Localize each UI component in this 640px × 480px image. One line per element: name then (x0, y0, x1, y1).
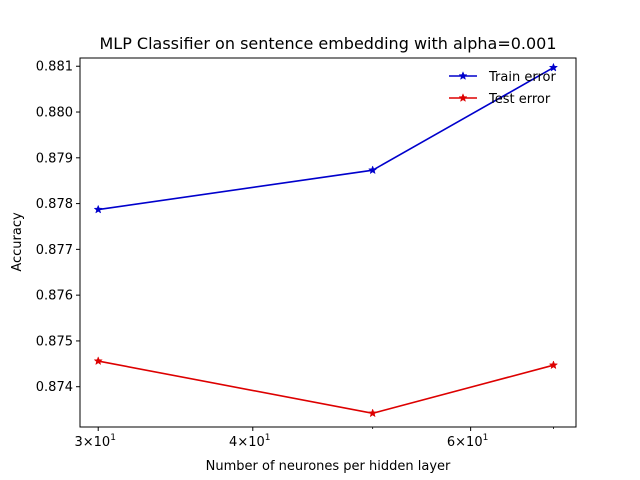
y-tick-label: 0.874 (36, 380, 73, 395)
y-tick-label: 0.877 (36, 243, 73, 258)
x-tick-label: 3×101 (74, 433, 115, 450)
data-point-star (368, 165, 378, 175)
y-tick-label: 0.876 (36, 289, 73, 304)
y-tick-label: 0.880 (36, 106, 73, 121)
series-test-error (93, 356, 559, 418)
y-axis-label: Accuracy (10, 212, 25, 272)
data-point-star (548, 360, 559, 370)
data-point-star (368, 408, 378, 418)
x-axis: 3×101 4×101 6×101 (74, 427, 554, 450)
series-train-error (93, 62, 559, 214)
y-tick-label: 0.878 (36, 197, 73, 212)
x-tick-label: 4×101 (229, 433, 270, 450)
x-axis-label: Number of neurones per hidden layer (206, 459, 451, 474)
plot-area (79, 57, 577, 428)
legend: Train error Test error (449, 70, 556, 107)
data-point-star (548, 62, 559, 72)
x-tick-label-base: 6×10 (447, 435, 483, 450)
legend-label: Train error (488, 70, 556, 85)
y-tick-label: 0.881 (36, 60, 73, 75)
x-tick-label-exponent: 1 (265, 433, 271, 443)
y-axis: 0.874 0.875 0.876 0.877 0.878 0.879 0.880 0.881 (36, 60, 80, 395)
y-tick-label: 0.879 (36, 151, 73, 166)
data-point-star (93, 356, 103, 366)
x-tick-label: 6×101 (447, 433, 488, 450)
legend-swatch-star (458, 71, 468, 80)
x-tick-label-base: 4×10 (229, 435, 265, 450)
series-layer (93, 62, 559, 418)
x-tick-label-exponent: 1 (110, 433, 116, 443)
x-tick-label-base: 3×10 (74, 435, 110, 450)
chart-title: MLP Classifier on sentence embedding wit… (99, 34, 556, 53)
data-point-star (93, 204, 103, 214)
legend-label: Test error (488, 92, 551, 107)
y-tick-label: 0.875 (36, 334, 73, 349)
legend-swatch-star (458, 93, 468, 102)
x-tick-label-exponent: 1 (483, 433, 489, 443)
